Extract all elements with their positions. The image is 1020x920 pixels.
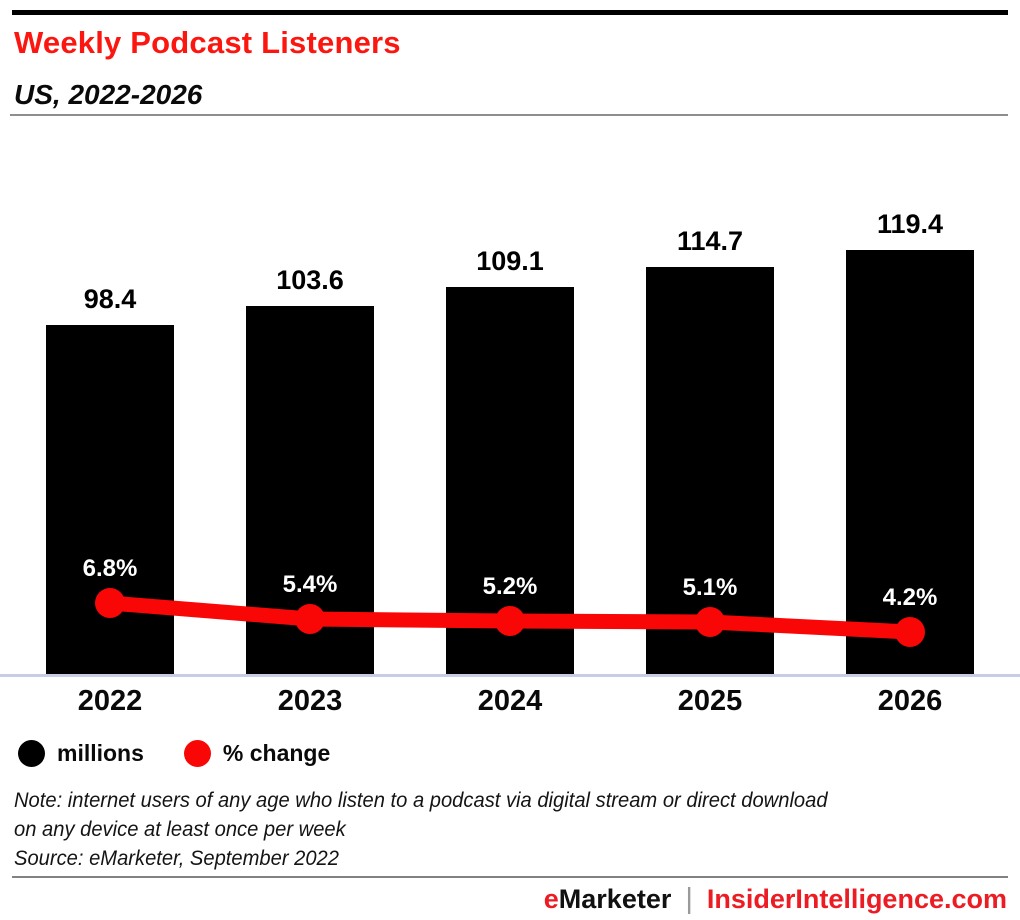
pct-dot-2026 xyxy=(895,617,925,647)
note-line-1: Note: internet users of any age who list… xyxy=(14,789,828,812)
bar-value-2024: 109.1 xyxy=(476,246,544,276)
x-label-2024: 2024 xyxy=(477,685,543,717)
pct-dot-2025 xyxy=(695,607,725,637)
chart-title: Weekly Podcast Listeners xyxy=(14,25,401,60)
source-line: Source: eMarketer, September 2022 xyxy=(14,847,339,870)
legend-swatch-millions-icon xyxy=(18,740,45,767)
pct-value-2024: 5.2% xyxy=(482,573,538,600)
bar-value-2025: 114.7 xyxy=(676,226,744,256)
legend-swatch-pct-change-icon xyxy=(183,740,211,767)
insider-intelligence-link[interactable]: InsiderIntelligence.com xyxy=(706,884,1007,914)
bar-value-2026: 119.4 xyxy=(876,209,944,239)
pct-value-2026: 4.2% xyxy=(882,584,938,611)
header-divider xyxy=(10,114,1008,116)
footer: eMarketer | InsiderIntelligence.com xyxy=(544,883,1007,916)
bar-value-2022: 98.4 xyxy=(83,284,137,314)
pct-dot-2024 xyxy=(495,606,525,636)
plot-area: 98.4 103.6 109.1 114.7 119.4 6.8% 5.4% 5.2% 5.1… xyxy=(0,118,1020,677)
legend-label-millions: millions xyxy=(57,740,144,766)
pct-dot-2023 xyxy=(295,604,325,634)
legend-item-millions: millions xyxy=(18,740,144,767)
pct-value-2025: 5.1% xyxy=(682,574,738,601)
pct-value-2023: 5.4% xyxy=(282,571,338,598)
pct-dot-2022 xyxy=(95,588,125,618)
x-label-2022: 2022 xyxy=(77,685,143,717)
legend: millions % change xyxy=(18,740,330,767)
bar-2025 xyxy=(646,267,774,674)
emarketer-logo: eMarketer xyxy=(544,884,672,915)
footnote-block: Note: internet users of any age who list… xyxy=(14,786,828,873)
footer-separator: | xyxy=(685,883,693,915)
legend-item-pct-change: % change xyxy=(183,740,331,767)
pct-change-line-layer xyxy=(95,588,925,647)
x-label-2025: 2025 xyxy=(677,685,743,717)
x-label-2023: 2023 xyxy=(277,685,343,717)
chart-subtitle: US, 2022-2026 xyxy=(14,79,203,110)
bar-value-2023: 103.6 xyxy=(276,265,344,295)
legend-label-pct-change: % change xyxy=(222,740,331,766)
bar-2026 xyxy=(846,250,974,674)
x-axis-labels: 2022 2023 2024 2025 2026 xyxy=(0,685,1020,721)
x-label-2026: 2026 xyxy=(877,685,943,717)
pct-value-2022: 6.8% xyxy=(82,555,138,582)
top-rule xyxy=(12,10,1008,15)
note-line-2: on any device at least once per week xyxy=(14,818,346,841)
emarketer-logo-rest: Marketer xyxy=(558,884,672,914)
footer-divider xyxy=(12,876,1008,878)
emarketer-logo-e: e xyxy=(543,884,559,914)
